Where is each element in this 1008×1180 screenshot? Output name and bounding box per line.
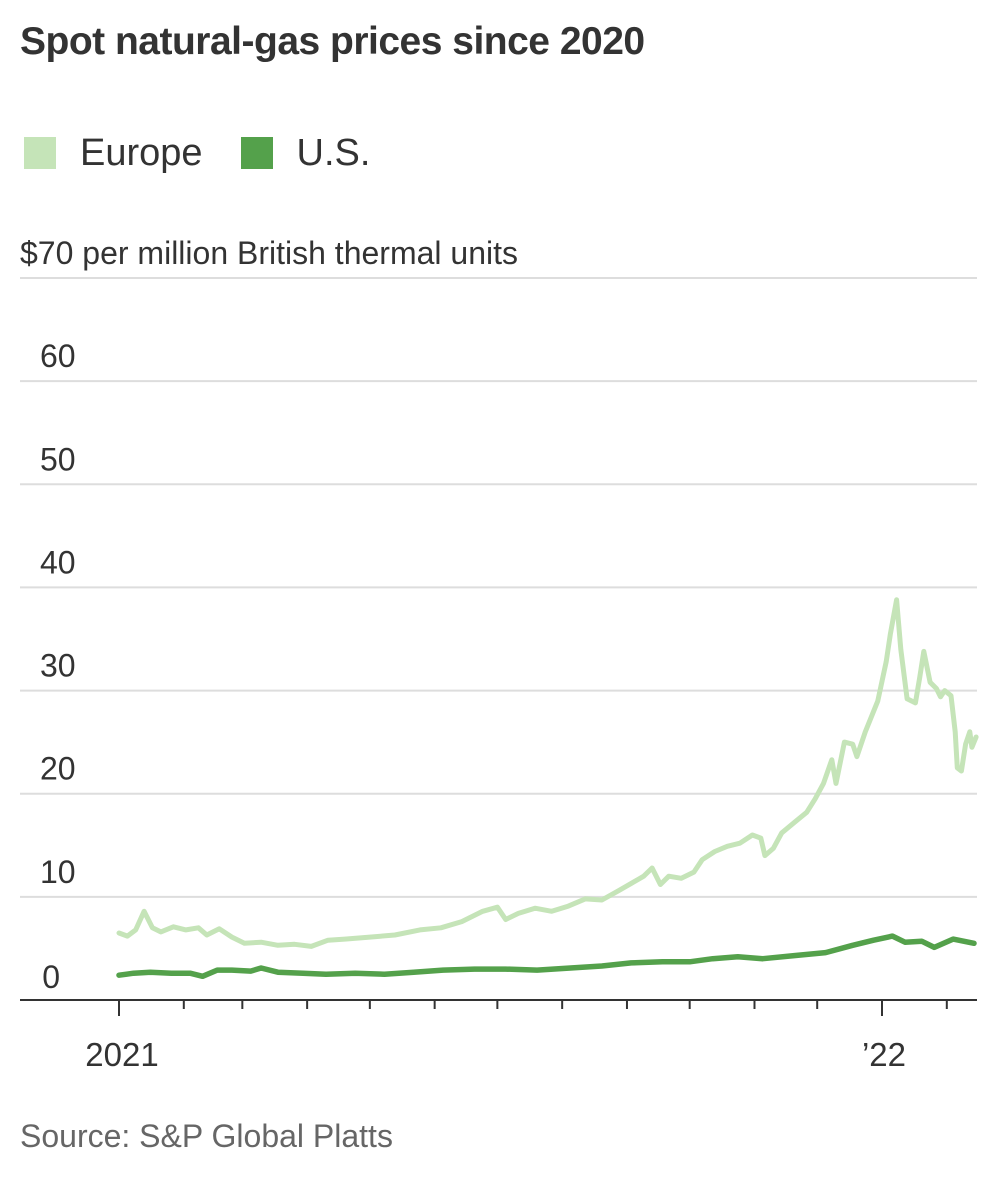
series-line-europe <box>116 597 979 949</box>
y-tick-label-30: 30 <box>40 648 76 684</box>
line-chart: $70 per million British thermal units 60 5… <box>20 235 979 1073</box>
legend-label-us: U.S. <box>296 131 371 174</box>
y-tick-label-60: 60 <box>40 338 76 374</box>
legend-item-europe: Europe <box>24 132 203 175</box>
y-tick-label-40: 40 <box>40 544 76 580</box>
legend: Europe U.S. <box>24 128 408 178</box>
legend-item-us: U.S. <box>240 131 371 175</box>
legend-label-europe: Europe <box>80 131 203 174</box>
y-tick-label-0: 0 <box>42 959 60 995</box>
y-tick-label-10: 10 <box>40 854 76 890</box>
x-tick-label-12: ’22 <box>862 1036 906 1073</box>
series-lines <box>116 597 979 980</box>
legend-swatch-us <box>240 137 273 169</box>
gridlines <box>20 277 977 898</box>
y-tick-label-20: 20 <box>40 751 76 787</box>
y-axis-labels: $70 per million British thermal units 60 5… <box>20 235 518 995</box>
x-tick-label-0: 2021 <box>85 1036 158 1073</box>
y-tick-label-50: 50 <box>40 441 76 477</box>
legend-swatch-europe <box>24 137 56 169</box>
x-axis: 2021 ’22 <box>20 999 977 1073</box>
series-line-us <box>116 933 977 980</box>
source-note: Source: S&P Global Platts <box>20 1118 393 1154</box>
chart-title: Spot natural-gas prices since 2020 <box>20 20 645 63</box>
y-tick-label-70: $70 per million British thermal units <box>20 235 518 271</box>
